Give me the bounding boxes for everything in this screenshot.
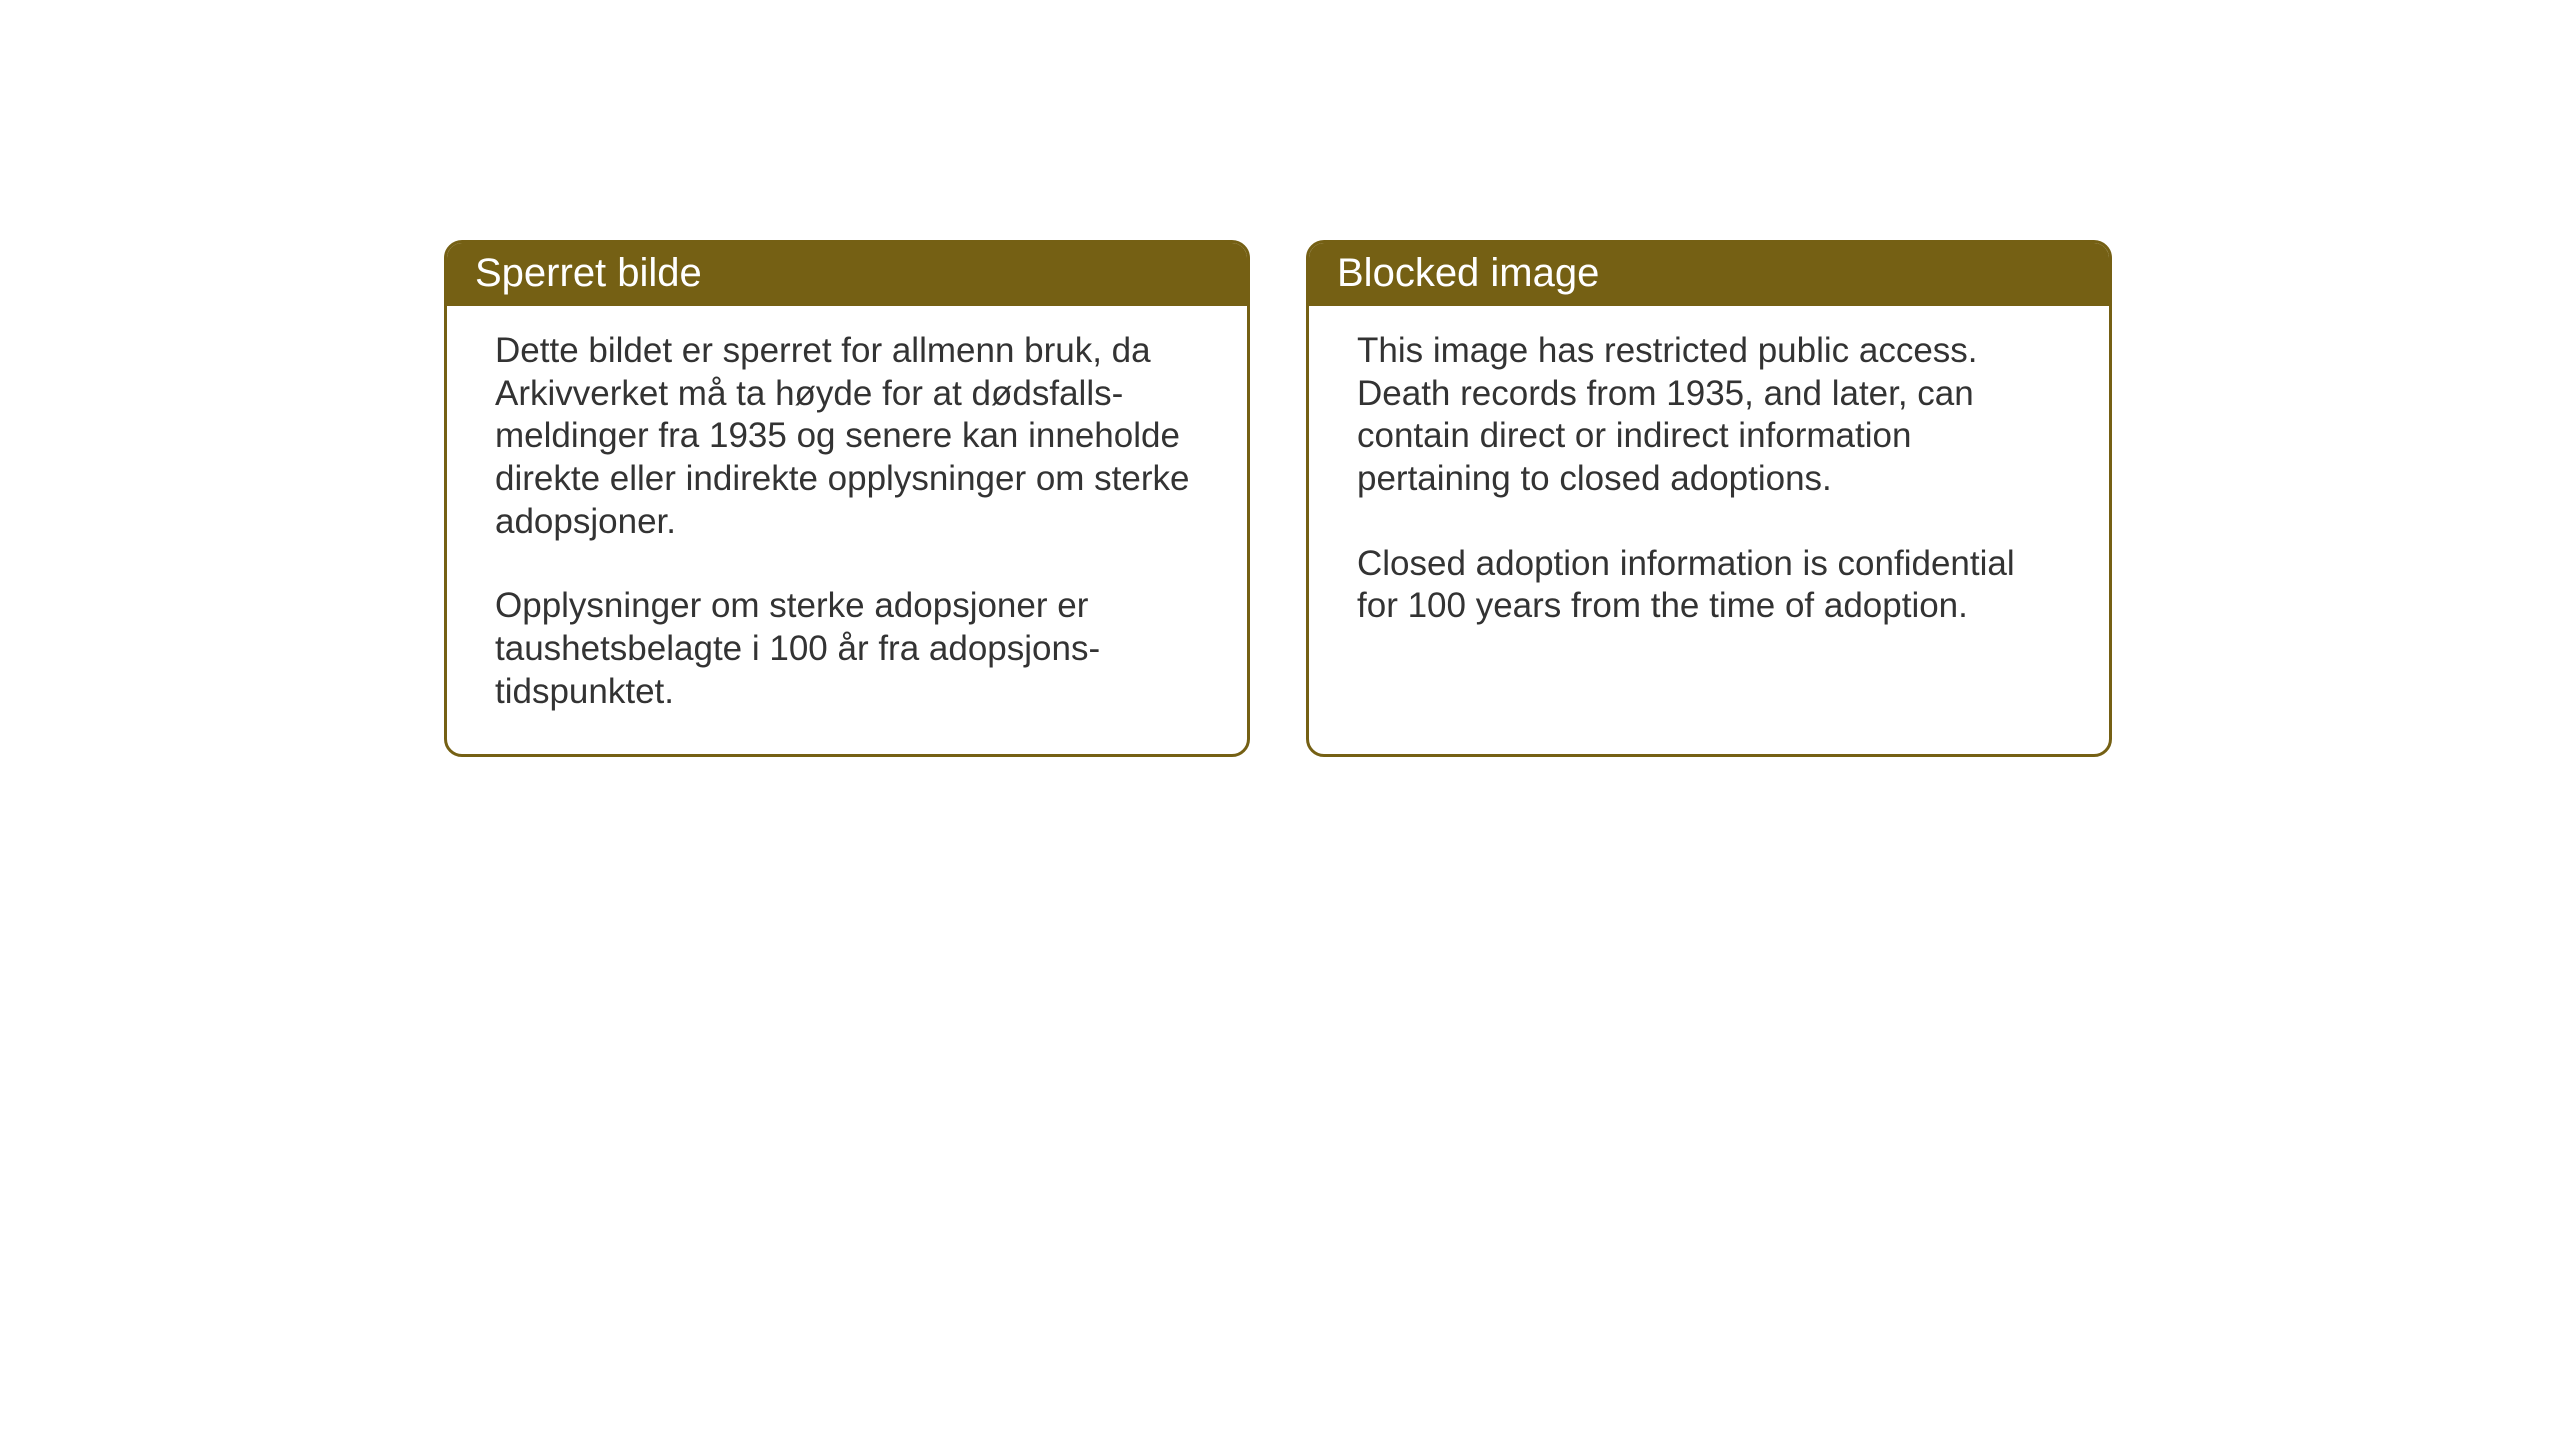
norwegian-card-body: Dette bildet er sperret for allmenn bruk… [447,306,1247,754]
norwegian-paragraph-2: Opplysninger om sterke adopsjoner er tau… [495,585,1199,713]
norwegian-paragraph-1: Dette bildet er sperret for allmenn bruk… [495,330,1199,543]
english-card-body: This image has restricted public access.… [1309,306,2109,746]
norwegian-card-title: Sperret bilde [475,251,702,295]
english-card-header: Blocked image [1309,243,2109,306]
english-paragraph-2: Closed adoption information is confident… [1357,543,2061,628]
norwegian-card-header: Sperret bilde [447,243,1247,306]
english-paragraph-1: This image has restricted public access.… [1357,330,2061,501]
norwegian-notice-card: Sperret bilde Dette bildet er sperret fo… [444,240,1250,757]
english-notice-card: Blocked image This image has restricted … [1306,240,2112,757]
notice-container: Sperret bilde Dette bildet er sperret fo… [444,240,2112,757]
english-card-title: Blocked image [1337,251,1599,295]
